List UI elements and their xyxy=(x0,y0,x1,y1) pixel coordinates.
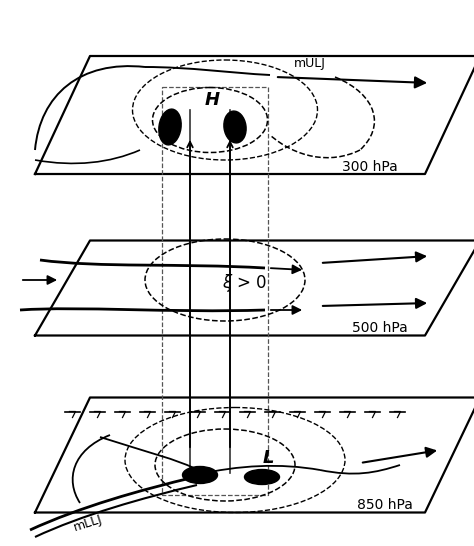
Text: $\xi$ > 0: $\xi$ > 0 xyxy=(222,272,268,294)
Text: mLLJ: mLLJ xyxy=(72,512,104,534)
Text: H: H xyxy=(204,91,219,109)
Text: 850 hPa: 850 hPa xyxy=(357,498,413,512)
Ellipse shape xyxy=(224,111,246,143)
Text: 300 hPa: 300 hPa xyxy=(342,160,398,174)
Text: 500 hPa: 500 hPa xyxy=(352,321,408,335)
Ellipse shape xyxy=(159,109,181,145)
Ellipse shape xyxy=(245,470,280,484)
Text: mULJ: mULJ xyxy=(294,56,326,69)
Text: L: L xyxy=(262,449,274,467)
Ellipse shape xyxy=(182,466,218,484)
